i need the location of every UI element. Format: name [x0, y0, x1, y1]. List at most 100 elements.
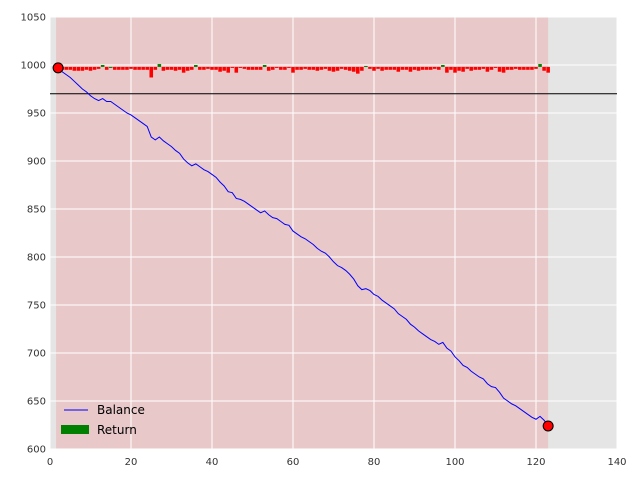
return-bar: [380, 66, 384, 71]
return-bar: [384, 66, 388, 70]
return-bar: [481, 66, 486, 69]
return-bar: [137, 66, 141, 70]
return-bar: [347, 66, 352, 71]
return-bar: [416, 66, 421, 71]
y-tick-label: 700: [27, 349, 46, 360]
return-bar: [181, 66, 186, 73]
grid: [49, 16, 618, 450]
return-bar: [206, 66, 210, 69]
return-bar: [432, 66, 437, 69]
return-bar: [307, 66, 311, 70]
return-bar: [546, 66, 550, 73]
return-bar: [84, 66, 89, 70]
x-tick-label: 100: [445, 457, 464, 468]
return-bar: [388, 66, 392, 70]
return-bar: [270, 66, 275, 70]
return-bar: [242, 66, 247, 69]
y-tick-label: 650: [27, 397, 46, 408]
return-bar: [311, 66, 316, 70]
return-bar: [457, 66, 461, 71]
return-bar: [88, 66, 93, 71]
return-bar: [396, 66, 401, 72]
return-bar: [185, 66, 190, 71]
return-bar: [513, 66, 518, 69]
x-tick-label: 0: [47, 457, 53, 468]
return-bar: [149, 66, 154, 78]
return-bar: [161, 66, 166, 71]
return-bar: [372, 66, 376, 71]
return-bar: [303, 66, 307, 69]
return-bar: [453, 66, 457, 73]
y-tick-label: 1000: [21, 61, 46, 72]
return-bar: [234, 66, 239, 73]
legend-balance-label: Balance: [97, 403, 145, 417]
return-bar: [262, 65, 267, 67]
return-bar: [202, 66, 206, 70]
return-bar: [530, 66, 534, 70]
y-tick-label: 1050: [21, 13, 46, 24]
return-bar: [497, 66, 502, 72]
return-bar: [392, 66, 397, 70]
y-axis-ticks: 600 650 700 750 800 850 900 950 1000 1050: [21, 13, 46, 456]
y-tick-label: 900: [27, 157, 46, 168]
return-bar: [441, 65, 445, 67]
return-bar: [331, 66, 336, 72]
x-tick-label: 20: [125, 457, 138, 468]
return-bar: [198, 66, 202, 70]
return-bar: [68, 66, 73, 70]
return-bar: [214, 66, 218, 70]
return-bar: [121, 66, 125, 70]
legend: Balance Return: [61, 403, 145, 437]
return-bar: [258, 66, 263, 70]
return-bar: [477, 66, 482, 70]
return-bar: [542, 66, 546, 71]
return-bar: [534, 66, 538, 69]
return-bar: [404, 66, 409, 70]
return-bar: [210, 66, 214, 70]
return-bar: [509, 66, 514, 70]
return-bar: [473, 66, 478, 70]
return-bar: [96, 66, 101, 69]
legend-return-swatch: [61, 425, 89, 434]
return-bar: [408, 66, 413, 72]
return-bar: [364, 65, 368, 67]
return-bar: [153, 66, 158, 70]
return-bar: [339, 66, 344, 69]
shaded-region: [56, 17, 549, 449]
x-tick-label: 80: [368, 457, 381, 468]
return-bar: [250, 66, 255, 70]
return-bar: [238, 66, 243, 68]
return-bar: [323, 66, 328, 69]
x-tick-label: 40: [206, 457, 219, 468]
return-bar: [445, 66, 449, 73]
y-tick-label: 950: [27, 109, 46, 120]
endpoint-marker: [542, 420, 554, 432]
return-bar: [356, 66, 360, 74]
return-bars: [56, 64, 550, 78]
y-tick-label: 800: [27, 253, 46, 264]
return-bar: [145, 66, 149, 70]
x-tick-label: 120: [526, 457, 545, 468]
return-bar: [177, 66, 182, 70]
endpoint-markers: [52, 62, 554, 432]
return-bar: [335, 66, 340, 71]
return-bar: [437, 66, 441, 70]
y-tick-label: 750: [27, 301, 46, 312]
y-tick-label: 850: [27, 205, 46, 216]
return-bar: [522, 66, 526, 70]
return-bar: [493, 66, 498, 68]
return-bar: [291, 66, 295, 73]
return-bar: [117, 66, 121, 70]
return-bar: [518, 66, 522, 70]
return-bar: [76, 66, 81, 71]
return-bar: [108, 66, 113, 68]
return-bar: [315, 66, 320, 71]
x-axis-ticks: 0 20 40 60 80 100 120 140: [47, 457, 627, 468]
return-bar: [266, 66, 271, 71]
return-bar: [64, 66, 68, 70]
return-bar: [485, 66, 490, 72]
return-bar: [469, 66, 473, 71]
legend-return-label: Return: [97, 423, 137, 437]
return-bar: [125, 66, 129, 70]
return-bar: [412, 66, 417, 70]
